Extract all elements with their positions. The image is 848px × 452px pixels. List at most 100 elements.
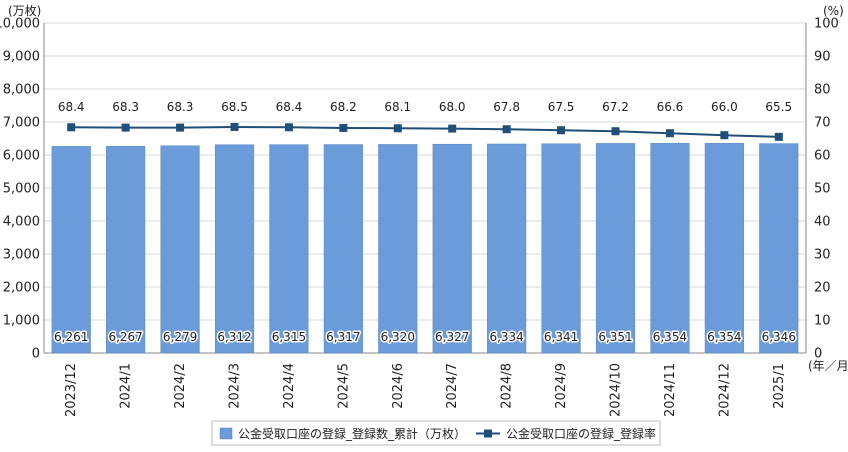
- bar-series: [51, 143, 799, 354]
- x-tick-label: 2024/10: [609, 363, 624, 417]
- legend-bar-swatch: [219, 427, 233, 440]
- left-tick-label: 9,000: [3, 50, 40, 65]
- rate-marker: [665, 129, 674, 138]
- left-tick-label: 6,000: [3, 149, 40, 164]
- x-tick-label: 2025/1: [772, 363, 787, 409]
- rate-marker: [502, 125, 511, 134]
- x-tick-label: 2024/12: [717, 363, 732, 417]
- bar-value-label: 6,315: [272, 330, 306, 344]
- x-tick-label: 2024/6: [391, 363, 406, 409]
- x-tick-label: 2024/5: [336, 363, 351, 409]
- x-tick-label: 2024/3: [228, 363, 243, 409]
- bar-value-label: 6,267: [108, 330, 142, 344]
- x-tick-label: 2024/7: [445, 363, 460, 409]
- rate-value-label: 65.5: [765, 100, 792, 114]
- bar: [378, 144, 418, 354]
- rate-marker: [720, 131, 729, 140]
- bar-value-label: 6,320: [381, 330, 415, 344]
- rate-value-label: 67.2: [602, 100, 629, 114]
- rate-marker: [393, 124, 402, 133]
- legend-frame: [211, 420, 661, 446]
- right-tick-label: 50: [814, 182, 831, 197]
- rate-marker: [67, 123, 76, 132]
- rate-marker: [339, 123, 348, 132]
- right-tick-label: 100: [814, 17, 839, 32]
- rate-value-label: 67.5: [548, 100, 575, 114]
- legend: 公金受取口座の登録_登録数_累計（万枚） 公金受取口座の登録_登録率: [211, 420, 661, 446]
- rate-marker: [176, 123, 185, 132]
- left-tick-label: 3,000: [3, 248, 40, 263]
- right-tick-label: 0: [814, 347, 822, 362]
- bar-value-label: 6,327: [435, 330, 469, 344]
- right-tick-label: 90: [814, 50, 831, 65]
- left-tick-label: 10,000: [0, 17, 40, 32]
- rate-marker: [448, 124, 457, 133]
- rate-line: [71, 125, 779, 138]
- rate-marker: [230, 122, 239, 131]
- right-tick-label: 70: [814, 116, 831, 131]
- bar: [51, 146, 91, 354]
- right-tick-label: 40: [814, 215, 831, 230]
- left-tick-label: 1,000: [3, 314, 40, 329]
- right-tick-label: 80: [814, 83, 831, 98]
- left-tick-label: 7,000: [3, 116, 40, 131]
- bar-value-label: 6,279: [163, 330, 197, 344]
- right-axis-unit: (%): [823, 4, 844, 18]
- bar: [106, 145, 146, 354]
- rate-value-label: 68.3: [112, 100, 139, 114]
- x-axis-unit: (年／月): [808, 359, 848, 373]
- x-tick-label: 2024/8: [500, 363, 515, 409]
- right-tick-label: 60: [814, 149, 831, 164]
- left-tick-label: 4,000: [3, 215, 40, 230]
- bar-value-label: 6,351: [598, 330, 632, 344]
- bar-value-labels: 6,261 6,267 6,279 6,312 6,315 6,317 6,320 6,327…: [53, 329, 798, 346]
- rate-value-label: 68.2: [330, 100, 357, 114]
- rate-value-label: 66.6: [657, 100, 684, 114]
- line-value-labels: 68.4 68.3 68.3 68.5 68.4 68.2 68.1 68.0 67.8 67.5…: [58, 100, 792, 114]
- rate-value-label: 67.8: [493, 100, 520, 114]
- rate-marker: [611, 127, 620, 136]
- bar-value-label: 6,354: [653, 330, 687, 344]
- axes: 0 1,000 2,000 3,000 4,000 5,000 6,000 7,000 8,00…: [0, 17, 839, 418]
- x-tick-label: 2024/11: [663, 363, 678, 417]
- bar: [759, 143, 799, 354]
- bar: [487, 143, 527, 354]
- bar-value-label: 6,341: [544, 330, 578, 344]
- right-tick-label: 20: [814, 281, 831, 296]
- rate-value-label: 66.0: [711, 100, 738, 114]
- bar-value-label: 6,334: [489, 330, 523, 344]
- bar: [650, 143, 690, 354]
- bar-value-label: 6,312: [217, 330, 251, 344]
- bar: [704, 143, 744, 354]
- x-tick-label: 2024/2: [173, 363, 188, 409]
- bar: [323, 144, 363, 354]
- bar-value-label: 6,261: [54, 330, 88, 344]
- bar: [160, 145, 200, 354]
- right-tick-label: 30: [814, 248, 831, 263]
- rate-value-label: 68.4: [276, 100, 303, 114]
- bar: [595, 143, 636, 354]
- rate-value-label: 68.1: [384, 100, 411, 114]
- bar-value-label: 6,354: [707, 330, 741, 344]
- bar-value-label: 6,317: [326, 330, 360, 344]
- left-axis-unit: (万枚): [8, 3, 41, 18]
- line-series: [67, 122, 783, 141]
- left-tick-label: 0: [32, 347, 40, 362]
- bar: [541, 143, 581, 354]
- x-tick-label: 2023/12: [64, 363, 79, 417]
- legend-line-label: 公金受取口座の登録_登録率: [506, 426, 656, 441]
- rate-value-label: 68.0: [439, 100, 466, 114]
- left-tick-label: 8,000: [3, 83, 40, 98]
- legend-line-marker: [484, 429, 492, 438]
- rate-value-label: 68.4: [58, 100, 85, 114]
- rate-value-label: 68.3: [167, 100, 194, 114]
- legend-bar-label: 公金受取口座の登録_登録数_累計（万枚）: [238, 426, 466, 441]
- bar-value-label: 6,346: [762, 330, 796, 344]
- left-tick-label: 5,000: [3, 182, 40, 197]
- right-tick-label: 10: [814, 314, 831, 329]
- x-tick-label: 2024/9: [554, 363, 569, 409]
- bar: [432, 143, 472, 354]
- left-tick-label: 2,000: [3, 281, 40, 296]
- x-tick-label: 2024/4: [282, 363, 297, 409]
- rate-marker: [557, 126, 566, 135]
